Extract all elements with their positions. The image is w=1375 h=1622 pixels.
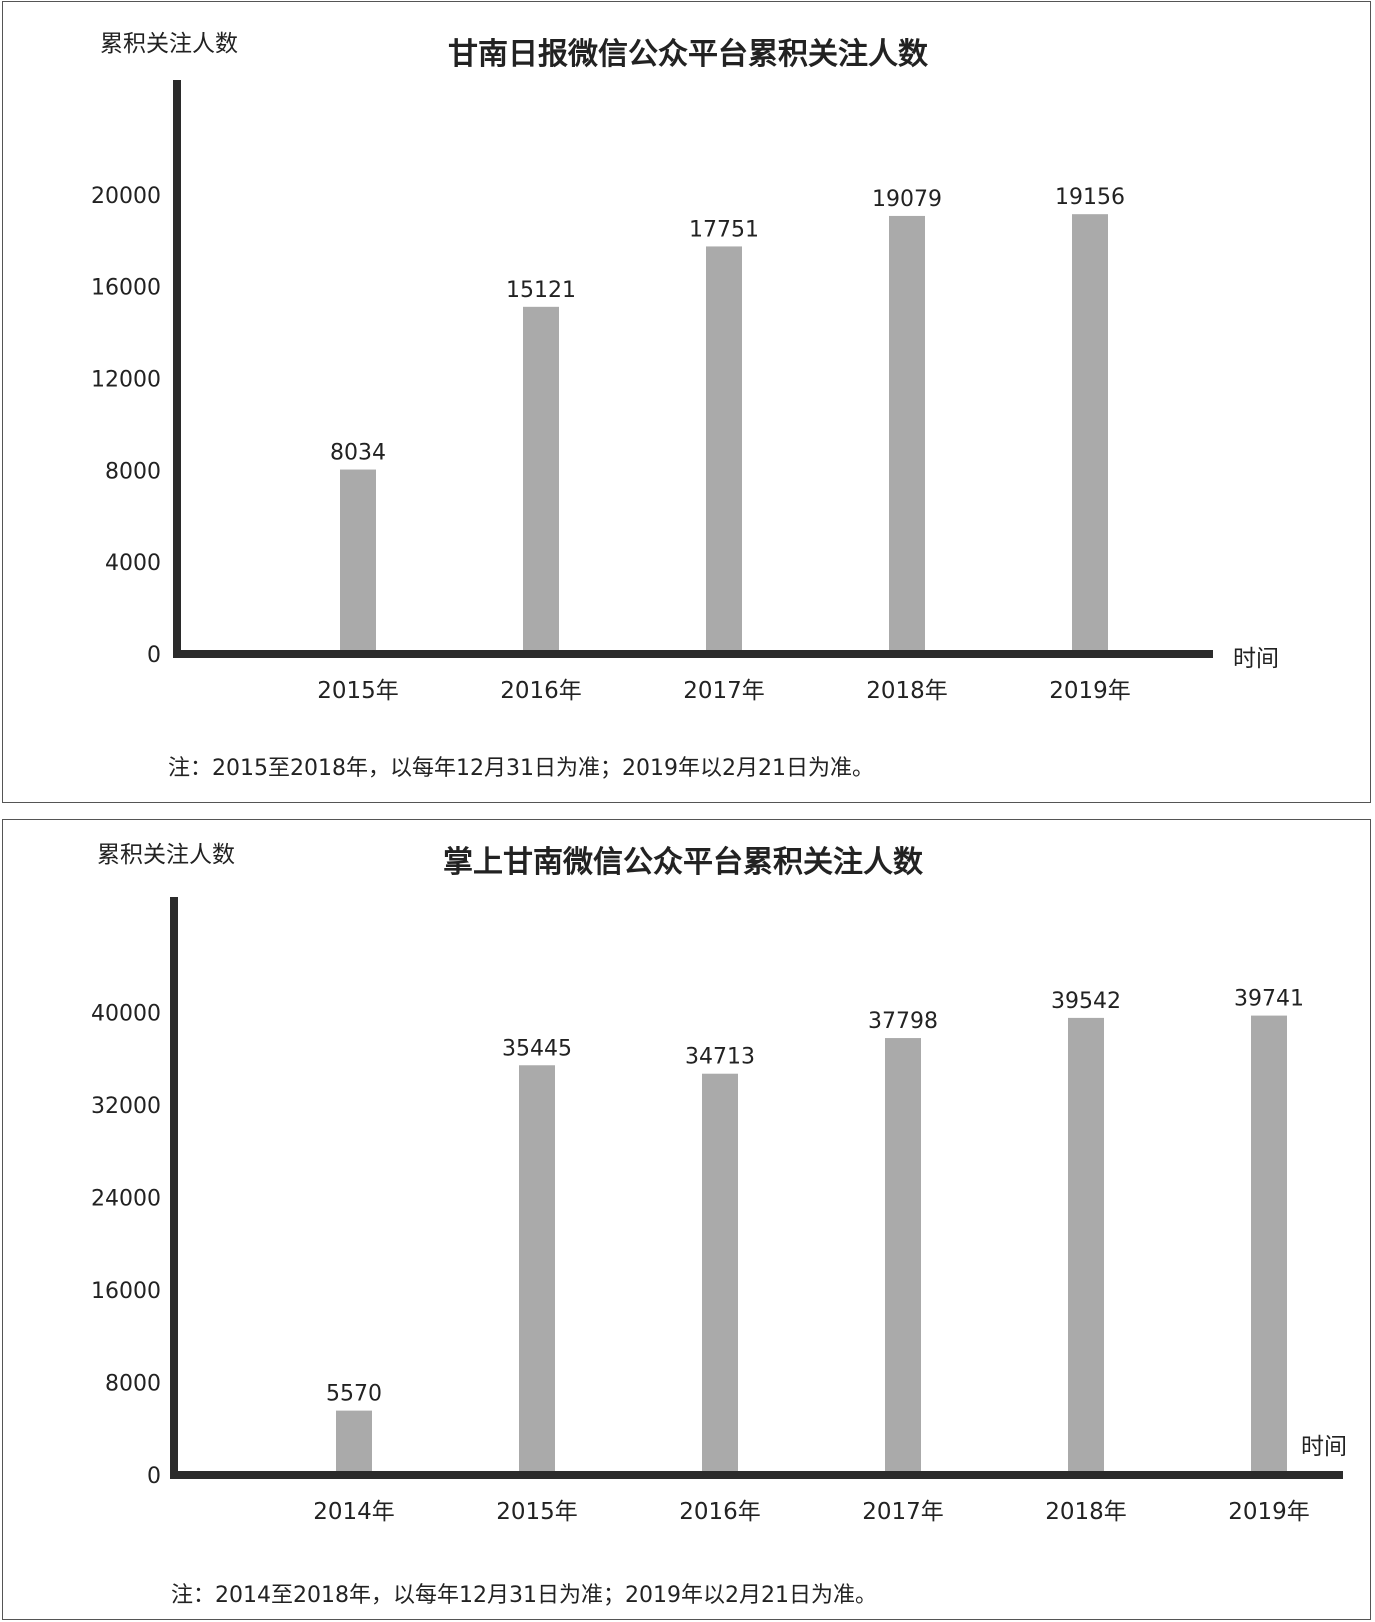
x-axis-label: 时间 [1233, 646, 1279, 672]
chart-panel-zhangshang-gannan: 累积关注人数 掌上甘南微信公众平台累积关注人数 时间 注：2014至2018年，… [2, 819, 1371, 1620]
bar-value-label: 34713 [685, 1045, 755, 1070]
bar [1068, 1017, 1104, 1475]
x-tick-label: 2018年 [1045, 1499, 1127, 1525]
bar-value-label: 19079 [872, 187, 942, 212]
x-tick-label: 2014年 [313, 1499, 395, 1525]
chart-note: 注：2015至2018年，以每年12月31日为准；2019年以2月21日为准。 [168, 756, 874, 781]
bar-value-label: 19156 [1055, 185, 1125, 210]
y-axis-label: 累积关注人数 [97, 842, 235, 868]
bar [706, 246, 742, 654]
x-tick-label: 2015年 [496, 1499, 578, 1525]
bar [1072, 214, 1108, 655]
y-tick-label: 0 [147, 1464, 161, 1489]
bar [336, 1410, 372, 1475]
bar-value-label: 5570 [326, 1382, 382, 1407]
y-tick-label: 8000 [105, 1372, 161, 1397]
y-tick-label: 0 [147, 643, 161, 668]
bar-value-label: 37798 [868, 1009, 938, 1034]
x-tick-label: 2017年 [862, 1499, 944, 1525]
x-axis-label: 时间 [1301, 1434, 1347, 1460]
x-tick-label: 2017年 [683, 678, 765, 704]
bar [340, 469, 376, 654]
bar-value-label: 39741 [1234, 987, 1304, 1012]
chart-note: 注：2014至2018年，以每年12月31日为准；2019年以2月21日为准。 [171, 1583, 877, 1608]
x-tick-label: 2019年 [1049, 678, 1131, 704]
bar-chart-zhangshang-gannan: 累积关注人数 掌上甘南微信公众平台累积关注人数 时间 注：2014至2018年，… [91, 842, 1347, 1608]
bar [702, 1073, 738, 1475]
bar-value-label: 15121 [506, 278, 576, 303]
y-tick-label: 20000 [91, 184, 161, 209]
y-axis-label: 累积关注人数 [100, 31, 238, 57]
bar [523, 306, 559, 654]
y-tick-label: 12000 [91, 367, 161, 392]
bar [1251, 1015, 1287, 1475]
bar-value-label: 39542 [1051, 989, 1121, 1014]
y-tick-label: 24000 [91, 1187, 161, 1212]
x-tick-label: 2019年 [1228, 1499, 1310, 1525]
x-tick-label: 2016年 [679, 1499, 761, 1525]
y-tick-label: 32000 [91, 1094, 161, 1119]
y-tick-label: 16000 [91, 276, 161, 301]
bar [889, 215, 925, 654]
bar-value-label: 17751 [689, 217, 759, 242]
bar-value-label: 8034 [330, 441, 386, 466]
x-tick-label: 2016年 [500, 678, 582, 704]
x-tick-label: 2015年 [317, 678, 399, 704]
bar-chart-gannan-daily: 累积关注人数 甘南日报微信公众平台累积关注人数 时间 注：2015至2018年，… [91, 31, 1279, 781]
y-tick-label: 40000 [91, 1002, 161, 1027]
bar-value-label: 35445 [502, 1036, 572, 1061]
y-tick-label: 16000 [91, 1279, 161, 1304]
y-tick-label: 8000 [105, 459, 161, 484]
chart-title: 甘南日报微信公众平台累积关注人数 [448, 37, 929, 72]
chart-panel-gannan-daily: 累积关注人数 甘南日报微信公众平台累积关注人数 时间 注：2015至2018年，… [2, 1, 1371, 803]
chart-title: 掌上甘南微信公众平台累积关注人数 [443, 845, 924, 880]
y-tick-label: 4000 [105, 551, 161, 576]
x-tick-label: 2018年 [866, 678, 948, 704]
bar [519, 1065, 555, 1475]
bar [885, 1038, 921, 1475]
